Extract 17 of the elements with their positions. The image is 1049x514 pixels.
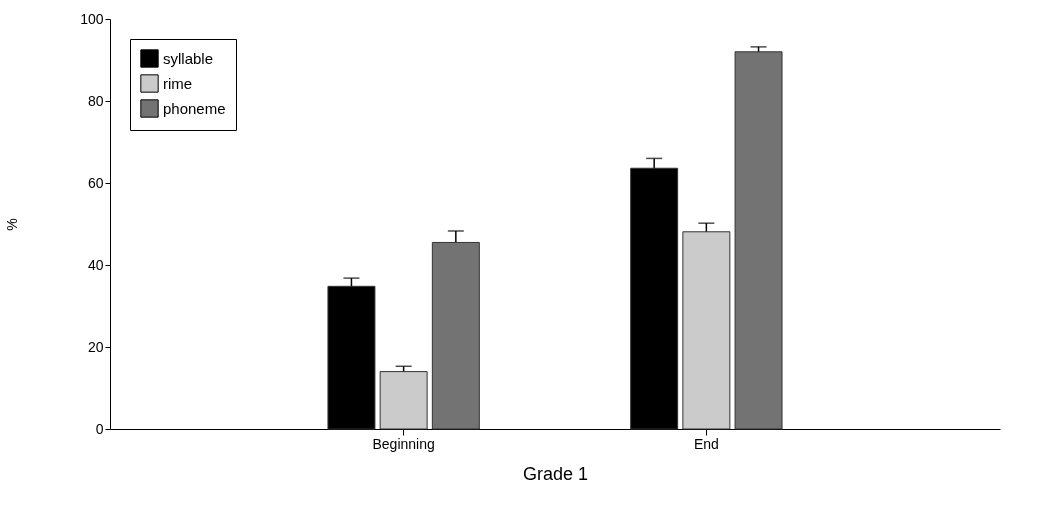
y-tick-label: 100 bbox=[80, 10, 104, 27]
y-tick-label: 0 bbox=[95, 420, 104, 437]
y-tick-label: 40 bbox=[87, 256, 104, 273]
y-tick-label: 60 bbox=[87, 174, 104, 191]
bar bbox=[379, 371, 428, 430]
y-tick-label: 80 bbox=[87, 92, 104, 109]
legend-label: syllable bbox=[163, 49, 214, 67]
y-tick-label: 20 bbox=[87, 338, 104, 355]
legend-label: rime bbox=[163, 74, 193, 92]
x-tick-label: Beginning bbox=[372, 435, 435, 452]
bar bbox=[431, 241, 480, 430]
y-axis-title: % bbox=[4, 218, 21, 231]
x-tick-label: End bbox=[693, 435, 719, 452]
x-axis-title: Grade 1 bbox=[522, 463, 589, 484]
legend-label: phoneme bbox=[163, 99, 226, 117]
bar bbox=[734, 51, 783, 430]
bar bbox=[682, 231, 731, 430]
